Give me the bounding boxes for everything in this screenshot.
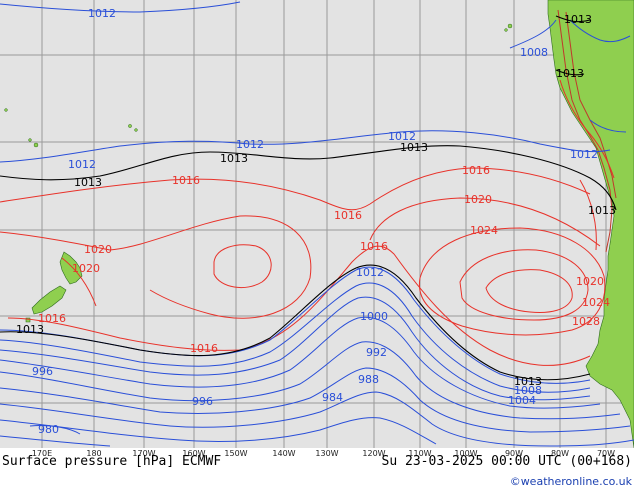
isobar-label-1012: 1012 — [68, 158, 96, 171]
isobar-label-1020: 1020 — [72, 262, 100, 275]
isobar-label-1016: 1016 — [38, 312, 66, 325]
longitude-tick-label: 90W — [505, 449, 523, 458]
caption-band — [0, 448, 634, 490]
isobar-label-1013: 1013 — [556, 67, 584, 80]
isobar-label-1020: 1020 — [464, 193, 492, 206]
isobar-label-1013: 1013 — [514, 375, 542, 388]
isobar-label-1012: 1012 — [356, 266, 384, 279]
isobar-label-996: 996 — [192, 395, 213, 408]
isobar-label-1013: 1013 — [564, 13, 592, 26]
sea-area — [0, 0, 634, 448]
isobar-label-1028: 1028 — [572, 315, 600, 328]
longitude-tick-label: 150W — [224, 449, 247, 458]
longitude-tick-label: 110W — [408, 449, 431, 458]
longitude-tick-labels: 170E 180 170W 160W 150W 140W 130W 120W 110W 100W 9… — [32, 449, 615, 458]
longitude-tick-label: 130W — [315, 449, 338, 458]
isobar-label-1012: 1012 — [88, 7, 116, 20]
longitude-tick-label: 170W — [132, 449, 155, 458]
longitude-tick-label: 70W — [597, 449, 615, 458]
isobar-label-1008: 1008 — [514, 384, 542, 397]
isobar-label-1013: 1013 — [16, 323, 44, 336]
isobar-label-1008: 1008 — [520, 46, 548, 59]
isobar-label-1020: 1020 — [84, 243, 112, 256]
isobar-label-1024: 1024 — [582, 296, 610, 309]
isobar-label-996: 996 — [32, 365, 53, 378]
longitude-tick-label: 120W — [362, 449, 385, 458]
isobar-label-1016: 1016 — [190, 342, 218, 355]
longitude-tick-label: 140W — [272, 449, 295, 458]
isobar-label-1016: 1016 — [334, 209, 362, 222]
longitude-tick-label: 170E — [32, 449, 52, 458]
pacific-islands — [4, 108, 138, 148]
isobar-label-1012: 1012 — [236, 138, 264, 151]
isobar-label-1020: 1020 — [576, 275, 604, 288]
isobar-label-1016: 1016 — [172, 174, 200, 187]
isobar-label-1016: 1016 — [360, 240, 388, 253]
isobar-label-1024: 1024 — [470, 224, 498, 237]
isobar-label-1013: 1013 — [220, 152, 248, 165]
longitude-tick-label: 160W — [182, 449, 205, 458]
isobar-label-1012: 1012 — [388, 130, 416, 143]
longitude-tick-label: 100W — [454, 449, 477, 458]
mean-isobars — [0, 15, 617, 381]
high-pressure-isobars — [0, 79, 615, 366]
galapagos-islands — [504, 23, 513, 32]
longitude-tick-label: 80W — [551, 449, 569, 458]
isobar-label-1012: 1012 — [570, 148, 598, 161]
isobar-labels: 1012 1012 1012 1012 1012 1012 1008 1008 … — [16, 7, 616, 436]
isobar-label-1004: 1004 — [508, 394, 536, 407]
south-america-land — [547, 0, 634, 449]
site-credit: ©weatheronline.co.uk — [510, 475, 633, 488]
isobar-label-992: 992 — [366, 346, 387, 359]
map-caption-left: Surface pressure [hPa] ECMWF — [2, 454, 221, 469]
isobar-label-1000: 1000 — [360, 310, 388, 323]
longitude-tick-label: 180 — [86, 449, 101, 458]
isobar-label-1016: 1016 — [462, 164, 490, 177]
isobar-label-980: 980 — [38, 423, 59, 436]
map-caption-right: Su 23-03-2025 00:00 UTC (00+168) — [382, 454, 632, 469]
isobar-label-1013: 1013 — [400, 141, 428, 154]
low-pressure-isobars — [0, 1, 634, 447]
isobar-label-988: 988 — [358, 373, 379, 386]
isobar-label-984: 984 — [322, 391, 343, 404]
isobar-label-1013: 1013 — [588, 204, 616, 217]
isobar-label-1013: 1013 — [74, 176, 102, 189]
